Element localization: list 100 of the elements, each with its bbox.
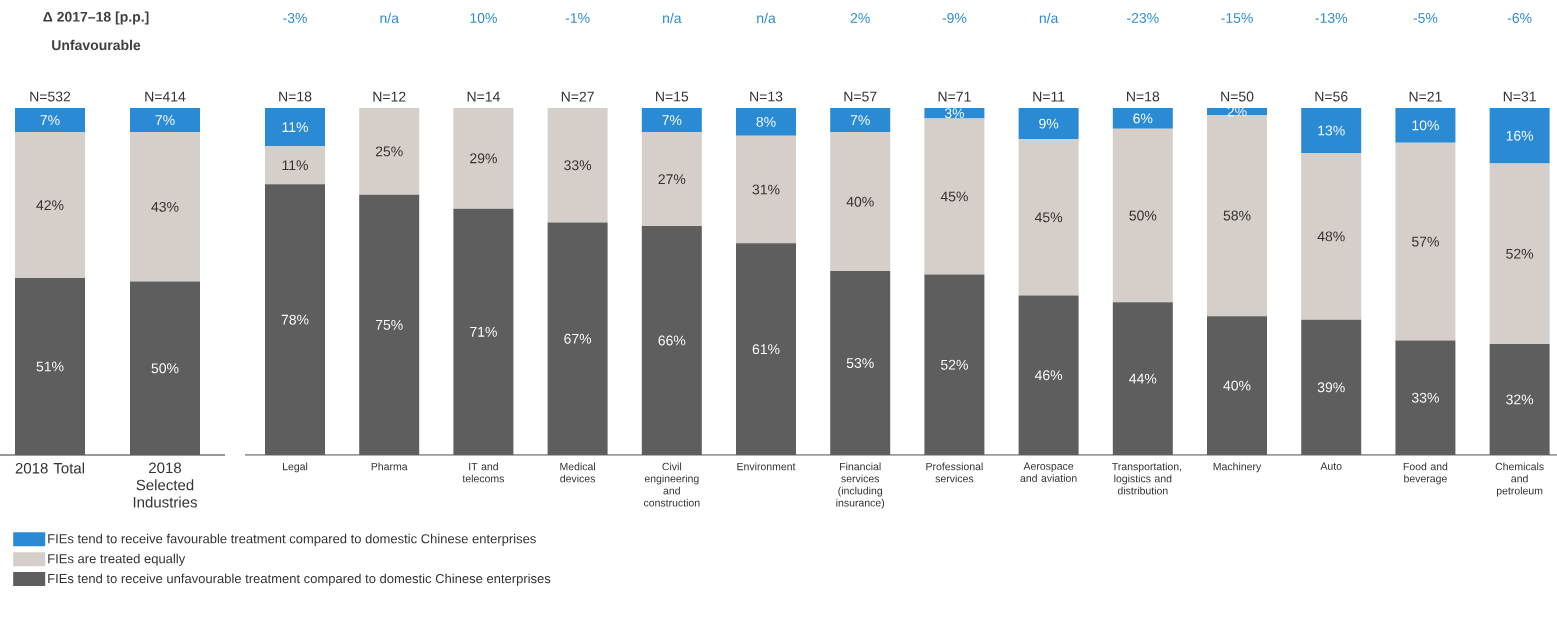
data-label: 52% [1506,248,1534,259]
data-label: 40% [846,196,874,207]
annotation: N=13 [750,91,783,102]
bar [1301,319,1362,455]
annotation: N=14 [467,91,500,102]
bar [265,184,325,455]
bar [1112,302,1173,455]
text: n/a [1039,12,1059,24]
x-tick-label: Legal [283,462,308,473]
text: -1% [565,13,590,23]
data-label: 25% [375,146,403,157]
data-label: 13% [1318,125,1345,136]
data-label: 7% [850,115,870,126]
x-tick-label: Aerospace and aviation [1020,462,1077,482]
data-label: 52% [940,359,968,370]
bar [1112,128,1173,303]
bar [453,208,514,455]
bar [265,108,325,147]
data-label: 50% [1129,210,1157,221]
data-label: 46% [1034,370,1063,381]
text: n/a [380,12,399,24]
bar [547,108,608,223]
bar [1395,108,1456,143]
data-label: 75% [375,319,403,330]
data-label: 78% [281,314,309,325]
bar [924,274,985,455]
bar [359,108,420,195]
bar [641,132,702,226]
x-tick-label: Professional services [926,462,983,483]
annotation: N=15 [656,91,689,102]
annotation: N=27 [561,91,594,102]
annotation: N=56 [1315,91,1348,102]
bar [1395,142,1456,341]
text: -3% [283,13,307,23]
x-tick-label: Auto [1320,462,1342,470]
legend-label: FIEs are treated equally [48,553,186,566]
bar [1301,108,1362,154]
data-label: 43% [151,201,179,212]
data-label: 61% [752,344,780,355]
data-label: 71% [470,326,497,337]
text: n/a [663,12,682,24]
bar [830,108,891,133]
annotation: N=31 [1503,91,1536,102]
bar [1489,108,1550,164]
data-label: 7% [155,115,175,126]
x-tick-label: Financial services (including insurance) [836,462,885,509]
x-tick-label: Environment [737,462,796,471]
data-label: 48% [1317,231,1345,242]
data-label: 10% [1412,120,1439,131]
data-label: 33% [1411,392,1439,403]
data-label: 29% [470,153,497,164]
data-label: 6% [1133,113,1153,124]
bar [265,146,325,185]
data-label: 57% [1411,236,1439,247]
text: 2% [850,13,870,23]
bar [736,135,797,244]
bar [15,278,86,455]
bar [641,108,702,133]
data-label: 3% [944,108,965,119]
x-tick-label: Machinery [1213,462,1262,473]
data-label: 11% [282,122,308,132]
bar [1301,153,1362,320]
bar [1112,108,1173,129]
annotation: N=532 [30,91,71,102]
data-label: 7% [662,115,682,126]
text: 10% [470,13,497,23]
data-label: 44% [1129,373,1157,384]
x-tick-label: 2018 Selected Industries [133,462,197,508]
data-label: 11% [282,160,308,171]
data-label: 50% [151,363,179,374]
data-label: 33% [564,160,592,171]
annotation: N=12 [373,91,406,102]
bar [15,108,86,133]
text: n/a [757,12,776,24]
text: -13% [1315,13,1348,23]
x-tick-label: Transportation, logistics and distribution [1112,462,1182,495]
x-tick-label: Medical devices [560,462,596,483]
annotation: N=18 [1127,91,1160,102]
bar [830,132,891,272]
text: -23% [1127,13,1159,23]
annotation: N=11 [1033,91,1065,102]
bar [1489,343,1550,455]
data-label: 31% [752,184,780,195]
chart-subtitle: Unfavourable [52,39,141,51]
annotation: N=57 [844,91,877,102]
bar [15,132,86,279]
bar [1018,108,1079,140]
data-label: 32% [1506,394,1534,405]
x-tick-label: Food and beverage [1403,462,1448,485]
data-label: 66% [658,335,686,346]
x-tick-label: Pharma [371,462,408,471]
text: -5% [1413,13,1438,23]
text: -15% [1221,13,1253,23]
text: -6% [1507,13,1532,23]
bar [547,222,608,455]
legend-label: FIEs tend to receive favourable treatment compared to domestic Chinese enterprises [48,533,536,546]
bar [736,108,797,136]
annotation: N=50 [1221,91,1254,102]
bar [1395,340,1456,455]
data-label: 9% [1039,118,1059,129]
